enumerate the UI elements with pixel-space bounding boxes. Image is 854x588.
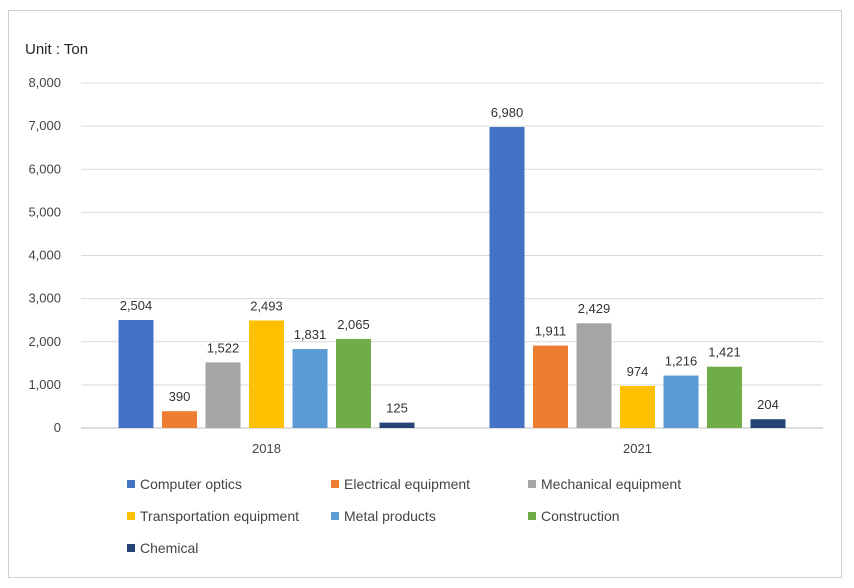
legend-label: Metal products bbox=[344, 508, 436, 524]
bar-construction-2021 bbox=[707, 366, 742, 428]
legend-swatch bbox=[331, 480, 339, 488]
legend-swatch bbox=[331, 512, 339, 520]
y-tick-label: 8,000 bbox=[28, 75, 61, 90]
y-tick-label: 6,000 bbox=[28, 161, 61, 176]
legend-item-chemical: Chemical bbox=[127, 540, 198, 556]
data-label: 204 bbox=[757, 397, 779, 412]
legend-label: Mechanical equipment bbox=[541, 476, 681, 492]
data-label: 2,065 bbox=[337, 317, 370, 332]
legend-item-electrical-equipment: Electrical equipment bbox=[331, 476, 470, 492]
gridlines bbox=[81, 82, 823, 429]
legend: Computer optics Electrical equipment Mecha… bbox=[127, 476, 681, 556]
legend-swatch bbox=[528, 512, 536, 520]
data-label: 2,429 bbox=[578, 301, 611, 316]
unit-label: Unit : Ton bbox=[25, 41, 88, 58]
data-labels: 2,504 390 1,522 2,493 1,831 2,065 125 6,980 1,91… bbox=[120, 105, 779, 416]
legend-item-mechanical-equipment: Mechanical equipment bbox=[528, 476, 681, 492]
x-category-label: 2018 bbox=[252, 441, 281, 456]
legend-swatch bbox=[528, 480, 536, 488]
data-label: 1,522 bbox=[207, 340, 240, 355]
y-tick-label: 0 bbox=[54, 420, 61, 435]
bar-construction-2018 bbox=[336, 338, 371, 428]
bar-electrical-equipment-2021 bbox=[533, 345, 568, 428]
bar-computer-optics-2018 bbox=[118, 320, 154, 428]
bar-transportation-equipment-2021 bbox=[620, 385, 655, 428]
legend-label: Electrical equipment bbox=[344, 476, 470, 492]
legend-item-construction: Construction bbox=[528, 508, 620, 524]
bar-chart: Unit : Ton 0 1,000 2,000 3,000 4,000 5,000 6,0… bbox=[25, 41, 823, 556]
legend-label: Construction bbox=[541, 508, 620, 524]
data-label: 1,911 bbox=[535, 324, 567, 339]
legend-label: Transportation equipment bbox=[140, 508, 299, 524]
y-tick-label: 4,000 bbox=[28, 248, 61, 263]
legend-swatch bbox=[127, 480, 135, 488]
y-tick-label: 7,000 bbox=[28, 118, 61, 133]
bar-transportation-equipment-2018 bbox=[249, 320, 284, 428]
x-category-label: 2021 bbox=[623, 441, 652, 456]
legend-item-computer-optics: Computer optics bbox=[127, 476, 242, 492]
y-axis-ticks: 0 1,000 2,000 3,000 4,000 5,000 6,000 7,000 8,00… bbox=[28, 75, 61, 435]
data-label: 1,421 bbox=[708, 345, 741, 360]
y-tick-label: 1,000 bbox=[28, 377, 61, 392]
bar-chemical-2021 bbox=[750, 419, 786, 428]
bar-metal-products-2018 bbox=[292, 349, 328, 428]
bar-mechanical-equipment-2018 bbox=[205, 362, 241, 428]
legend-swatch bbox=[127, 544, 135, 552]
data-label: 974 bbox=[627, 364, 649, 379]
legend-item-transportation-equipment: Transportation equipment bbox=[127, 508, 299, 524]
data-label: 2,504 bbox=[120, 298, 153, 313]
x-axis-categories: 2018 2021 bbox=[252, 441, 652, 456]
bar-metal-products-2021 bbox=[663, 375, 699, 428]
legend-swatch bbox=[127, 512, 135, 520]
y-tick-label: 3,000 bbox=[28, 291, 61, 306]
data-label: 1,216 bbox=[665, 354, 698, 369]
bars bbox=[118, 126, 786, 429]
legend-label: Chemical bbox=[140, 540, 198, 556]
chart-frame: Unit : Ton 0 1,000 2,000 3,000 4,000 5,000 6,0… bbox=[8, 10, 842, 578]
bar-computer-optics-2021 bbox=[489, 126, 525, 429]
bar-electrical-equipment-2018 bbox=[162, 411, 197, 428]
legend-label: Computer optics bbox=[140, 476, 242, 492]
data-label: 390 bbox=[169, 389, 191, 404]
bar-chemical-2018 bbox=[379, 422, 415, 428]
data-label: 2,493 bbox=[250, 298, 283, 313]
data-label: 1,831 bbox=[294, 327, 327, 342]
bar-mechanical-equipment-2021 bbox=[576, 323, 612, 428]
y-tick-label: 2,000 bbox=[28, 334, 61, 349]
data-label: 125 bbox=[386, 401, 408, 416]
data-label: 6,980 bbox=[491, 105, 524, 120]
y-tick-label: 5,000 bbox=[28, 204, 61, 219]
legend-item-metal-products: Metal products bbox=[331, 508, 436, 524]
